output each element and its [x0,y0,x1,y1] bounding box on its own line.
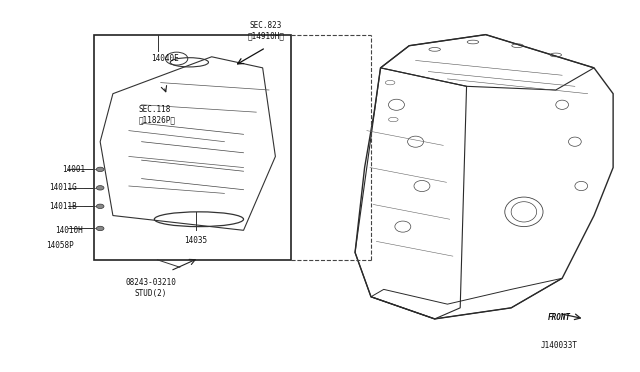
Ellipse shape [97,186,104,190]
Text: 14011G: 14011G [49,183,77,192]
Text: 14001: 14001 [62,165,85,174]
Text: FRONT: FRONT [547,312,570,321]
Text: SEC.118
〶11826P〗: SEC.118 〶11826P〗 [138,105,175,124]
Text: 14040E: 14040E [151,54,179,63]
Ellipse shape [97,167,104,171]
Text: 14058P: 14058P [46,241,74,250]
Ellipse shape [97,226,104,231]
Text: 08243-03210
STUD(2): 08243-03210 STUD(2) [125,278,177,298]
Text: 14011B: 14011B [49,202,77,211]
Text: 14035: 14035 [184,236,207,245]
Bar [94,35,291,260]
Text: SEC.823
〶14910H〗: SEC.823 〶14910H〗 [247,21,284,40]
Text: J140033T: J140033T [541,341,578,350]
Ellipse shape [97,204,104,209]
Text: 14010H: 14010H [56,226,83,235]
